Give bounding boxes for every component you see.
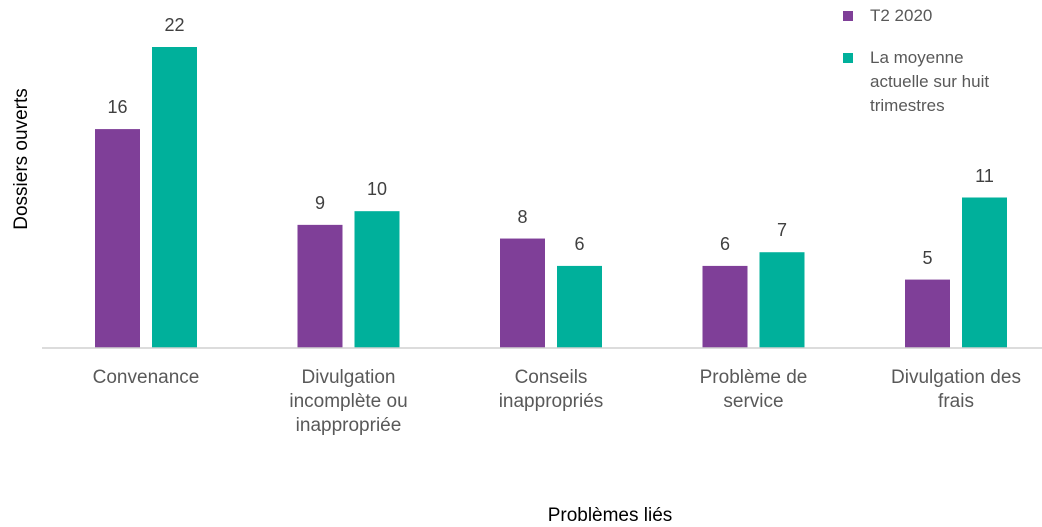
- value-label: 6: [719, 233, 730, 254]
- value-label: 11: [975, 165, 994, 186]
- x-tick-label: Convenance: [92, 367, 200, 388]
- bar: [297, 224, 343, 348]
- bar: [759, 252, 805, 348]
- x-tick-label: Problème de service: [699, 367, 808, 412]
- value-label: 7: [776, 220, 787, 241]
- y-axis-title: Dossiers ouverts: [11, 88, 32, 230]
- bar: [500, 238, 545, 348]
- legend-swatch: [843, 53, 853, 63]
- bar: [95, 129, 140, 348]
- x-tick-label: Divulgation incomplète ou inappropriée: [289, 367, 408, 436]
- bar: [557, 265, 602, 348]
- value-label: 9: [314, 192, 325, 213]
- legend-label: La moyenne actuelle sur huit trimestres: [870, 48, 990, 115]
- bar: [962, 197, 1007, 348]
- x-axis-title: Problèmes liés: [547, 505, 673, 526]
- x-tick-label: Conseils inappropriés: [498, 367, 604, 412]
- bar: [702, 265, 748, 348]
- value-label: 10: [366, 179, 388, 200]
- value-label: 22: [164, 15, 185, 35]
- value-label: 8: [517, 206, 528, 227]
- value-label: 16: [107, 97, 128, 118]
- value-label: 6: [574, 233, 585, 254]
- bar: [354, 211, 400, 348]
- legend-swatch: [843, 11, 853, 21]
- bar: [152, 47, 197, 348]
- value-label: 5: [922, 247, 933, 268]
- x-tick-label: Divulgation des frais: [891, 367, 1021, 412]
- legend-label: T2 2020: [870, 6, 933, 25]
- bar: [905, 279, 950, 348]
